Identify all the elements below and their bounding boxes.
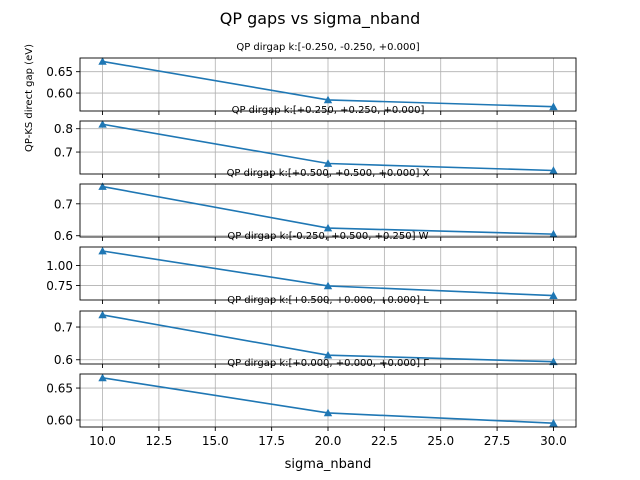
subplot-title: QP dirgap k:[+0.500, +0.000, +0.000] L [227, 295, 429, 306]
data-point [98, 373, 107, 382]
y-tick-label: 0.7 [54, 146, 73, 160]
subplot-3: QP dirgap k:[+0.500, +0.500, +0.000] X 0.… [54, 168, 577, 243]
subplot-frame [79, 57, 577, 112]
y-tick-label: 0.60 [46, 413, 73, 427]
subplot-frame [79, 120, 577, 175]
data-point [323, 408, 333, 417]
x-tick-label: 10.0 [89, 434, 116, 448]
y-tick-label: 0.60 [46, 87, 73, 101]
subplot-frame [79, 373, 577, 428]
x-axis-label: sigma_nband [285, 457, 372, 472]
data-point [549, 418, 558, 427]
data-point [323, 95, 333, 104]
data-point [98, 120, 107, 128]
y-tick-label: 0.7 [54, 197, 73, 211]
data-point [323, 281, 333, 290]
data-point [323, 159, 333, 167]
x-tick-label: 20.0 [315, 434, 342, 448]
subplot-frame [79, 310, 577, 365]
x-tick-label: 27.5 [484, 434, 511, 448]
subplot-5: QP dirgap k:[+0.500, +0.000, +0.000] L 0.… [54, 295, 577, 368]
subplot-title: QP dirgap k:[-0.250, -0.250, +0.000] [236, 42, 419, 53]
y-tick-label: 0.7 [54, 321, 73, 335]
x-tick-label: 25.0 [427, 434, 454, 448]
data-point [98, 182, 107, 190]
x-tick-label: 17.5 [258, 434, 285, 448]
data-point [98, 57, 107, 65]
data-point [549, 229, 558, 238]
subplot-title: QP dirgap k:[+0.500, +0.500, +0.000] X [227, 168, 430, 179]
y-tick-label: 0.65 [46, 65, 73, 79]
subplot-6: QP dirgap k:[+0.000, +0.000, +0.000] Γ 0.… [46, 358, 577, 448]
data-point [549, 357, 558, 366]
y-tick-label: 0.65 [46, 382, 73, 396]
subplot-frame [79, 183, 577, 238]
subplot-title: QP dirgap k:[-0.250, +0.500, +0.250] W [227, 231, 428, 242]
data-point [549, 102, 558, 111]
subplot-2: QP dirgap k:[+0.250, +0.250, +0.000] 0.7 0… [54, 105, 577, 178]
data-point [323, 223, 333, 232]
chart-title: QP gaps vs sigma_nband [220, 9, 420, 29]
x-tick-label: 12.5 [146, 434, 173, 448]
subplots: QP dirgap k:[-0.250, -0.250, +0.000]0.60… [46, 42, 577, 448]
subplot-title: QP dirgap k:[+0.000, +0.000, +0.000] Γ [227, 358, 429, 369]
y-axis-label: QP-KS direct gap (eV) [24, 44, 35, 152]
y-tick-label: 0.8 [54, 122, 73, 136]
x-tick-label: 30.0 [540, 434, 567, 448]
subplot-frame [79, 246, 577, 301]
y-tick-label: 0.6 [54, 353, 73, 367]
y-tick-label: 0.6 [54, 229, 73, 243]
x-tick-label: 15.0 [202, 434, 229, 448]
y-tick-label: 1.00 [46, 259, 73, 273]
data-point [98, 310, 107, 319]
data-point [549, 166, 558, 174]
y-tick-label: 0.75 [46, 279, 73, 293]
x-tick-label: 22.5 [371, 434, 398, 448]
subplot-4: QP dirgap k:[-0.250, +0.500, +0.250] W 0.… [46, 231, 577, 304]
data-point [549, 291, 558, 299]
subplot-1: QP dirgap k:[-0.250, -0.250, +0.000] 0.60… [46, 42, 577, 115]
subplot-title: QP dirgap k:[+0.250, +0.250, +0.000] [232, 105, 425, 116]
data-point [323, 350, 333, 359]
data-point [98, 246, 107, 255]
